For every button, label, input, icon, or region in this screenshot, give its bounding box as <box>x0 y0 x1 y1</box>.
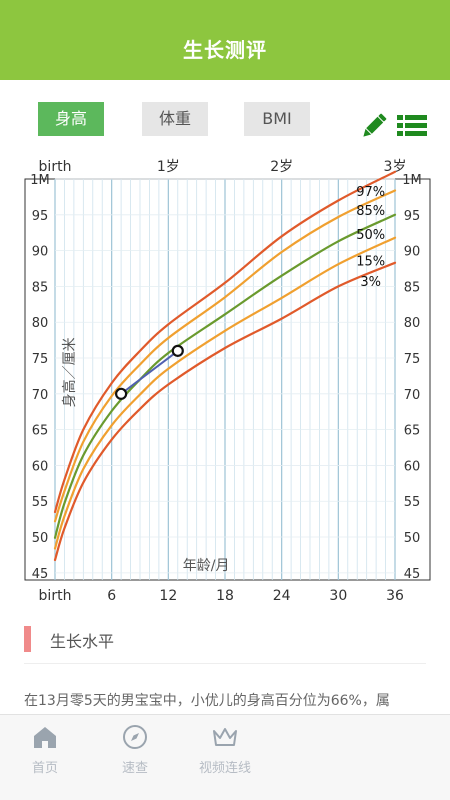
x-tick-label: 36 <box>386 588 404 604</box>
y-axis-right-box <box>394 178 431 581</box>
growth-chart: 45 45 50 50 55 55 60 60 65 65 70 70 75 75 80 80 85 85 90 90… <box>0 152 450 612</box>
x-tick-label: 18 <box>216 588 234 604</box>
top-age-label: 2岁 <box>270 159 293 175</box>
measurement-line <box>120 350 179 395</box>
top-age-label: birth <box>39 159 72 175</box>
list-icon <box>397 115 427 136</box>
nav-quick-search-label: 速查 <box>121 761 148 776</box>
home-icon <box>34 727 56 748</box>
y-tick-label-left: 55 <box>32 495 49 510</box>
bottom-nav: 首页 速查 视频连线 <box>0 714 450 800</box>
x-tick-label: 24 <box>273 588 291 604</box>
x-axis-title: 年龄/月 <box>183 558 230 574</box>
y-tick-label-left: 45 <box>32 567 49 582</box>
y-tick-label-right: 85 <box>404 280 421 295</box>
y-tick-label-right: 90 <box>404 245 421 260</box>
y-tick-label-right: 60 <box>404 459 421 474</box>
tab-bmi[interactable]: BMI <box>244 102 310 136</box>
section-header: 生长水平 <box>24 624 426 664</box>
y-tick-label-right: 45 <box>404 567 421 582</box>
percentile-curve <box>53 189 397 523</box>
y-tick-label-left: 85 <box>32 280 49 295</box>
metric-tabs: 身高 体重 BMI <box>0 100 450 140</box>
y-tick-label-left: 70 <box>32 388 49 403</box>
list-button[interactable] <box>396 110 428 142</box>
y-tick-label-right: 75 <box>404 352 421 367</box>
y-tick-label-right: 80 <box>404 316 421 331</box>
edit-button[interactable] <box>358 110 390 142</box>
tab-weight[interactable]: 体重 <box>142 102 208 136</box>
y-tick-label-left: 60 <box>32 459 49 474</box>
y-tick-label-left: 95 <box>32 209 49 224</box>
percentile-curve <box>53 170 397 514</box>
y-tick-label-right: 50 <box>404 531 421 546</box>
x-tick-label: 6 <box>107 588 116 604</box>
growth-chart-svg: 45 45 50 50 55 55 60 60 65 65 70 70 75 75 80 80 85 85 90 90… <box>24 159 431 604</box>
percentile-label: 97% <box>356 185 385 200</box>
page-title: 生长测评 <box>183 37 267 62</box>
y-tick-label-right: 55 <box>404 495 421 510</box>
y-tick-label-left: 50 <box>32 531 49 546</box>
y-tick-label-left: 80 <box>32 316 49 331</box>
y-axis-left-box <box>24 178 56 581</box>
y-tick-label-right: 65 <box>404 424 421 439</box>
y-tick-label-left: 75 <box>32 352 49 367</box>
percentile-label: 50% <box>356 228 385 243</box>
percentile-curve <box>53 236 397 550</box>
percentile-label: 3% <box>360 275 381 290</box>
section-title: 生长水平 <box>50 632 115 651</box>
y-tick-label-right: 1M <box>402 173 422 188</box>
nav-home-label: 首页 <box>31 761 58 776</box>
y-tick-label-left: 65 <box>32 424 49 439</box>
percentile-label: 15% <box>356 254 385 269</box>
y-axis-title: 身高／厘米 <box>61 337 78 407</box>
percentile-label: 85% <box>356 204 385 219</box>
measurement-point <box>115 387 128 400</box>
top-age-label: 3岁 <box>384 159 407 175</box>
x-tick-label: 12 <box>159 588 177 604</box>
y-tick-label-right: 95 <box>404 209 421 224</box>
result-text: 在13月零5天的男宝宝中，小优儿的身高百分位为66%，属 <box>24 693 390 709</box>
x-tick-label: 30 <box>329 588 347 604</box>
percentile-curve <box>53 213 397 539</box>
pencil-icon <box>363 113 387 137</box>
section-marker <box>24 626 31 652</box>
tab-height[interactable]: 身高 <box>38 102 104 136</box>
percentile-curve <box>53 261 397 562</box>
header-bar: 生长测评 <box>0 0 450 80</box>
nav-home[interactable]: 首页 <box>0 723 90 776</box>
compass-icon <box>123 725 147 749</box>
x-tick-label: birth <box>39 588 72 604</box>
y-tick-label-left: 90 <box>32 245 49 260</box>
nav-video-call-label: 视频连线 <box>198 761 251 776</box>
nav-video-call[interactable]: 视频连线 <box>180 723 270 776</box>
nav-quick-search[interactable]: 速查 <box>90 723 180 776</box>
crown-icon <box>213 728 237 746</box>
y-tick-label-right: 70 <box>404 388 421 403</box>
top-age-label: 1岁 <box>157 159 180 175</box>
y-tick-label-left: 1M <box>30 173 50 188</box>
measurement-point <box>171 344 184 357</box>
